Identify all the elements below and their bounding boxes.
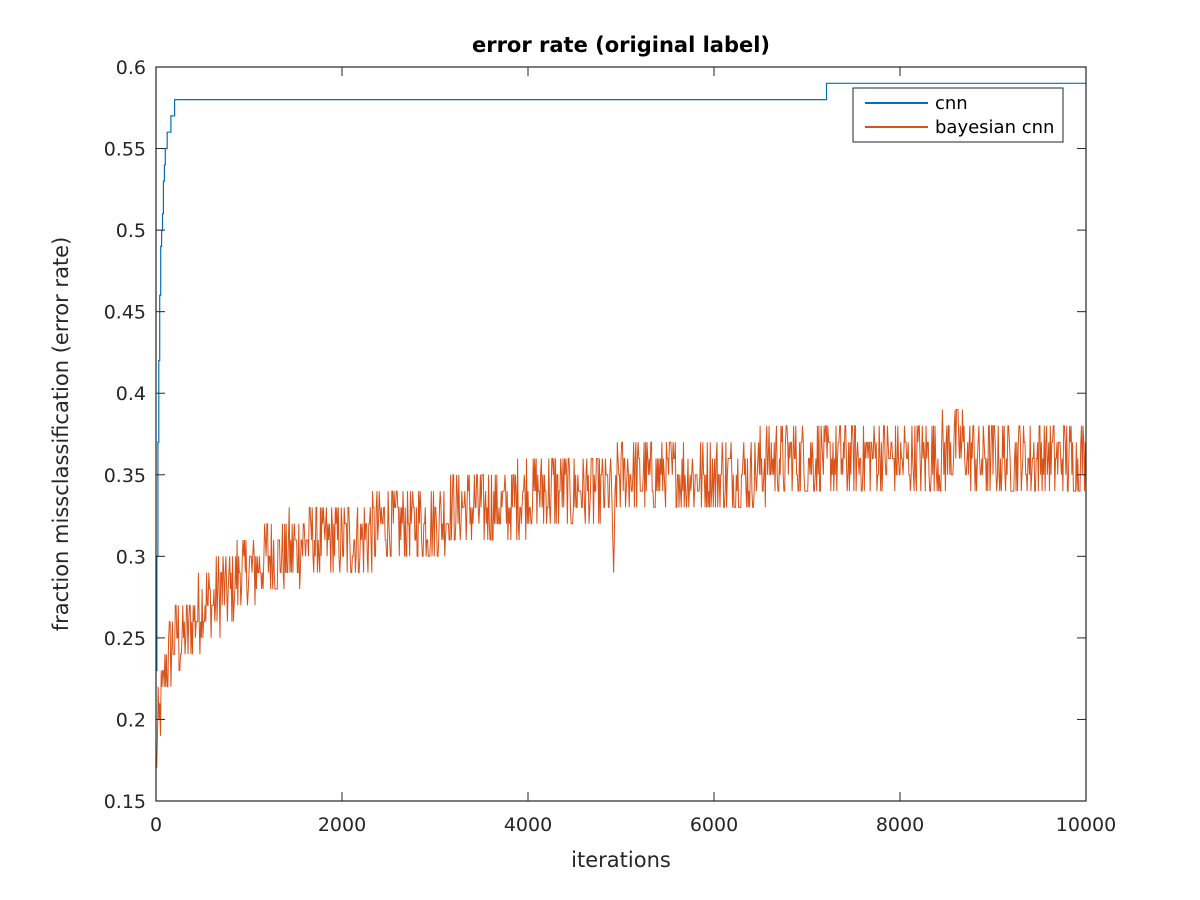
legend-label: bayesian cnn — [935, 117, 1054, 138]
y-tick-label: 0.5 — [116, 220, 146, 242]
y-tick-label: 0.25 — [104, 628, 146, 650]
series-line-cnn — [156, 82, 1086, 672]
y-tick-label: 0.55 — [104, 139, 146, 161]
y-axis-label: fraction missclassification (error rate) — [49, 237, 73, 632]
series-line-bayesian-cnn — [156, 409, 1086, 769]
x-tick-label: 0 — [150, 814, 162, 836]
chart-title: error rate (original label) — [472, 33, 770, 57]
y-tick-label: 0.45 — [104, 302, 146, 324]
x-axis-label: iterations — [571, 848, 671, 872]
plot-area — [156, 67, 1086, 801]
x-tick-label: 4000 — [504, 814, 552, 836]
tick-layer: 0 2000 4000 6000 8000 10000 0.15 0.2 0.25 0.3 0.35… — [104, 57, 1117, 836]
y-tick-label: 0.6 — [116, 57, 146, 79]
x-tick-label: 8000 — [876, 814, 924, 836]
legend: cnn bayesian cnn — [852, 87, 1064, 143]
x-tick-label: 2000 — [318, 814, 366, 836]
y-tick-label: 0.4 — [116, 383, 146, 405]
legend-box — [852, 87, 1064, 143]
y-tick-label: 0.2 — [116, 709, 146, 731]
x-tick-label: 10000 — [1056, 814, 1116, 836]
y-tick-label: 0.3 — [116, 546, 146, 568]
legend-label: cnn — [935, 93, 968, 114]
axes-box — [155, 66, 1087, 802]
y-tick-label: 0.15 — [104, 791, 146, 813]
y-tick-label: 0.35 — [104, 465, 146, 487]
series-layer — [156, 82, 1086, 769]
x-tick-label: 6000 — [690, 814, 738, 836]
